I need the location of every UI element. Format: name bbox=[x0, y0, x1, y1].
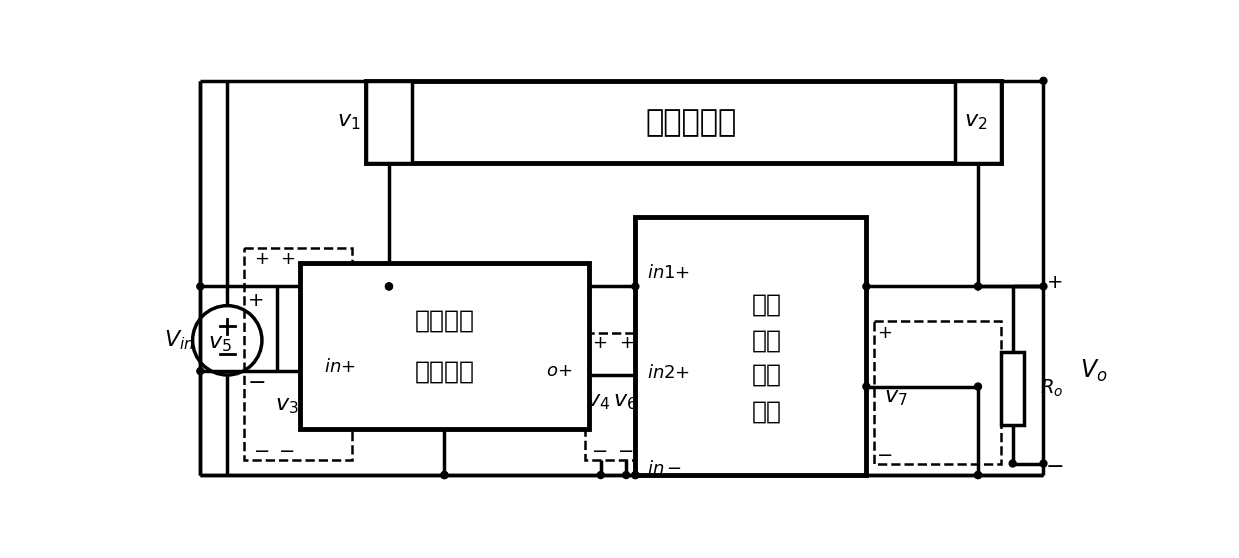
Text: $v_3$: $v_3$ bbox=[275, 396, 299, 416]
Text: 流变: 流变 bbox=[751, 363, 782, 387]
Circle shape bbox=[385, 283, 393, 290]
Circle shape bbox=[975, 283, 981, 290]
Bar bbox=[244, 248, 352, 460]
Circle shape bbox=[632, 283, 639, 290]
Text: $v_2$: $v_2$ bbox=[964, 112, 987, 132]
Text: +: + bbox=[618, 334, 633, 352]
Bar bbox=[955, 81, 1001, 163]
Text: +: + bbox=[280, 251, 295, 268]
Circle shape bbox=[197, 368, 203, 374]
Circle shape bbox=[862, 283, 870, 290]
Text: $in2$+: $in2$+ bbox=[647, 364, 690, 382]
Circle shape bbox=[623, 472, 629, 479]
Text: −: − bbox=[279, 442, 296, 461]
Text: $v_1$: $v_1$ bbox=[337, 112, 361, 132]
Circle shape bbox=[632, 472, 639, 479]
Text: 入直: 入直 bbox=[751, 328, 782, 352]
Bar bbox=[1001, 352, 1025, 425]
Text: −: − bbox=[248, 373, 266, 393]
Text: 流变换器: 流变换器 bbox=[414, 359, 475, 383]
Circle shape bbox=[1040, 78, 1047, 84]
Bar bbox=[873, 321, 1001, 464]
Text: $in-$: $in-$ bbox=[647, 460, 681, 478]
Circle shape bbox=[1040, 460, 1047, 467]
Text: 压器: 压器 bbox=[751, 399, 782, 423]
Circle shape bbox=[975, 383, 981, 390]
Circle shape bbox=[385, 283, 393, 290]
Circle shape bbox=[441, 472, 447, 479]
Circle shape bbox=[862, 383, 870, 390]
Circle shape bbox=[1010, 460, 1016, 467]
Text: −: − bbox=[1046, 458, 1064, 477]
Text: +: + bbox=[877, 324, 892, 341]
Circle shape bbox=[975, 283, 981, 290]
Text: −: − bbox=[592, 442, 608, 461]
Text: −: − bbox=[254, 442, 270, 461]
Text: $V_{in}$: $V_{in}$ bbox=[165, 329, 195, 352]
Text: +: + bbox=[254, 251, 269, 268]
Text: +: + bbox=[248, 291, 265, 310]
Bar bbox=[300, 263, 590, 429]
Text: $R_o$: $R_o$ bbox=[1040, 378, 1063, 400]
Circle shape bbox=[632, 472, 639, 479]
Text: $v_7$: $v_7$ bbox=[883, 388, 907, 408]
Circle shape bbox=[975, 472, 981, 479]
Text: $in$+: $in$+ bbox=[323, 358, 356, 376]
Text: +: + bbox=[592, 334, 607, 352]
Text: 双输: 双输 bbox=[751, 292, 782, 316]
Circle shape bbox=[1040, 283, 1047, 290]
Circle shape bbox=[975, 472, 981, 479]
Text: −: − bbox=[618, 442, 634, 461]
Text: $in1$+: $in1$+ bbox=[647, 264, 690, 282]
Text: 非隔离直: 非隔离直 bbox=[414, 309, 475, 333]
Bar bbox=[636, 217, 866, 475]
Text: −: − bbox=[877, 446, 893, 465]
Circle shape bbox=[197, 283, 203, 290]
Bar bbox=[366, 81, 1001, 163]
Text: $v_6$: $v_6$ bbox=[613, 392, 637, 412]
Circle shape bbox=[597, 472, 605, 479]
Text: $o$+: $o$+ bbox=[546, 362, 572, 380]
Text: 直流变压器: 直流变压器 bbox=[646, 108, 736, 137]
Text: +: + bbox=[1047, 273, 1063, 292]
Circle shape bbox=[441, 472, 447, 479]
Text: $V_o$: $V_o$ bbox=[1080, 358, 1108, 384]
Bar bbox=[585, 333, 663, 460]
Text: $v_4$: $v_4$ bbox=[586, 392, 611, 412]
Text: $v_5$: $v_5$ bbox=[208, 334, 232, 354]
Bar bbox=[366, 81, 413, 163]
